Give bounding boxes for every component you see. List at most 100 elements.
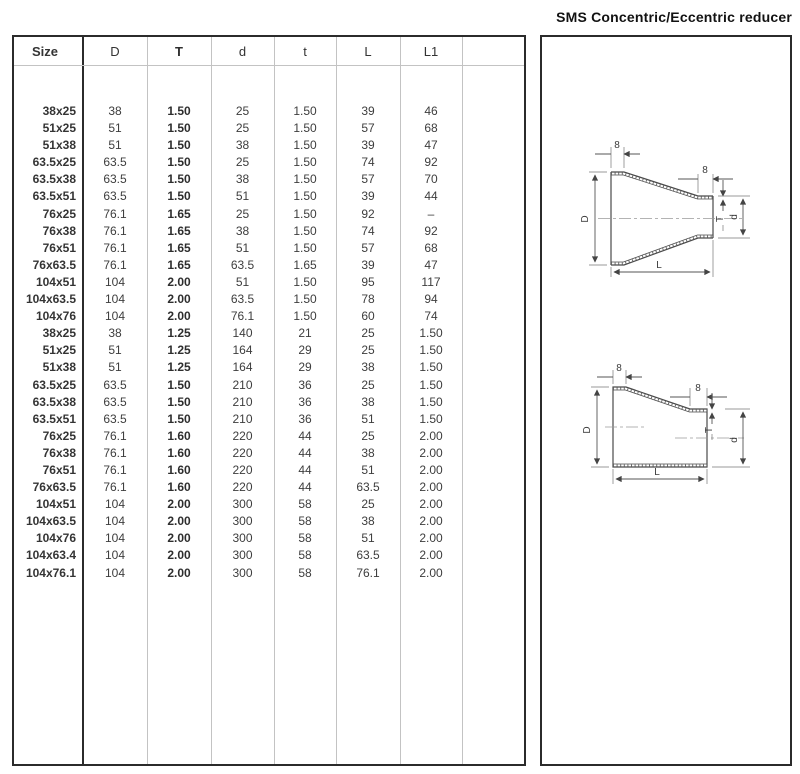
column-header: L bbox=[364, 43, 372, 59]
wall-hatching bbox=[613, 387, 707, 412]
table-cell: 58 bbox=[298, 548, 312, 563]
dim-label-D: D bbox=[580, 215, 591, 222]
table-cell: 76x38 bbox=[42, 223, 76, 238]
table-cell: 74 bbox=[424, 309, 438, 324]
table-cell: 2.00 bbox=[419, 428, 443, 443]
column-divider bbox=[400, 37, 401, 764]
dim-label-L: L bbox=[654, 467, 660, 478]
table-cell: 44 bbox=[424, 189, 438, 204]
table-cell: 2.00 bbox=[167, 514, 191, 529]
table-cell: 63.5 bbox=[103, 394, 127, 409]
table-cell: 51 bbox=[108, 121, 122, 136]
table-cell: 76.1 bbox=[103, 462, 127, 477]
table-cell: 1.50 bbox=[167, 121, 191, 136]
table-cell: 2.00 bbox=[419, 497, 443, 512]
dim-label-8: 8 bbox=[614, 140, 620, 151]
table-cell: 164 bbox=[232, 343, 253, 358]
table-cell: 76.1 bbox=[103, 257, 127, 272]
table-body: 38x25 38 1.50 25 1.50 39 46 51x25 51 1.50 25 1.50 57… bbox=[14, 103, 524, 582]
reducer-body-outline bbox=[612, 386, 708, 468]
table-cell: 104x63.5 bbox=[25, 514, 76, 529]
table-cell: 95 bbox=[361, 274, 375, 289]
dim-label-d: d bbox=[729, 437, 740, 443]
table-cell: 38 bbox=[361, 445, 375, 460]
concentric-reducer-diagram: 8 8 D T d L bbox=[580, 140, 750, 277]
table-cell: 76x51 bbox=[42, 240, 76, 255]
column-divider bbox=[147, 37, 148, 764]
table-row: 63.5x38 63.5 1.50 38 1.50 57 70 bbox=[14, 171, 524, 188]
table-cell: 63.5x51 bbox=[32, 189, 76, 204]
table-cell: 63.5 bbox=[356, 548, 380, 563]
dim-label-8: 8 bbox=[616, 363, 622, 374]
table-cell: 1.50 bbox=[167, 155, 191, 170]
table-cell: 117 bbox=[421, 274, 441, 289]
table-cell: 104x51 bbox=[35, 274, 76, 289]
table-cell: 76.1 bbox=[230, 309, 255, 324]
table-cell: 92 bbox=[424, 223, 438, 238]
column-header: D bbox=[110, 43, 120, 59]
table-cell: 38 bbox=[361, 514, 375, 529]
table-cell: 2.00 bbox=[419, 462, 443, 477]
table-cell: 70 bbox=[424, 172, 438, 187]
table-cell: 29 bbox=[298, 360, 312, 375]
table-cell: 76x25 bbox=[42, 206, 76, 221]
table-cell: 25 bbox=[361, 428, 375, 443]
table-row: 38x25 38 1.25 140 21 25 1.50 bbox=[14, 325, 524, 342]
table-cell bbox=[462, 479, 524, 496]
table-cell: 1.50 bbox=[167, 138, 191, 153]
table-cell: 104 bbox=[104, 292, 126, 307]
table-cell: 94 bbox=[424, 292, 438, 307]
table-cell: 1.65 bbox=[167, 257, 191, 272]
dim-label-T: T bbox=[704, 427, 715, 433]
table-cell: 2.00 bbox=[419, 531, 443, 546]
table-cell: 300 bbox=[232, 514, 253, 529]
table-row: 76x25 76.1 1.60 220 44 25 2.00 bbox=[14, 428, 524, 445]
table-cell: 63.5 bbox=[230, 257, 255, 272]
table-cell: 63.5 bbox=[103, 155, 127, 170]
table-cell: 76.1 bbox=[356, 565, 380, 580]
table-cell: 76x63.5 bbox=[32, 257, 76, 272]
table-cell: 47 bbox=[424, 257, 438, 272]
table-cell: 63.5x25 bbox=[32, 377, 76, 392]
table-cell: 1.50 bbox=[293, 104, 317, 118]
table-cell: 25 bbox=[361, 377, 375, 392]
table-cell: 25 bbox=[361, 497, 375, 512]
table-cell: 1.50 bbox=[167, 377, 191, 392]
table-cell: 63.5x25 bbox=[32, 155, 76, 170]
table-row: 63.5x51 63.5 1.50 51 1.50 39 44 bbox=[14, 188, 524, 205]
table-cell: – bbox=[427, 206, 435, 221]
eccentric-reducer-diagram: 8 8 D T d L bbox=[582, 363, 750, 484]
table-cell: 38 bbox=[235, 223, 250, 238]
table-row: 76x63.5 76.1 1.60 220 44 63.5 2.00 bbox=[14, 479, 524, 496]
table-cell: 1.50 bbox=[293, 138, 317, 153]
table-cell: 76.1 bbox=[103, 223, 127, 238]
table-cell: 1.25 bbox=[167, 343, 191, 358]
table-cell: 2.00 bbox=[419, 565, 443, 580]
extension-line bbox=[610, 240, 714, 277]
table-cell: 36 bbox=[298, 394, 312, 409]
table-row: 104x76 104 2.00 76.1 1.50 60 74 bbox=[14, 308, 524, 325]
table-cell: 1.60 bbox=[167, 428, 191, 443]
column-divider bbox=[82, 37, 84, 764]
table-cell: 1.65 bbox=[293, 257, 317, 272]
table-cell: 38 bbox=[108, 326, 122, 341]
table-cell: 51 bbox=[361, 411, 375, 426]
table-cell bbox=[462, 188, 524, 205]
table-cell: 38 bbox=[361, 360, 375, 375]
column-header: t bbox=[303, 43, 307, 59]
table-cell: 76x38 bbox=[42, 445, 76, 460]
table-cell: 47 bbox=[424, 138, 438, 153]
table-cell: 1.50 bbox=[419, 377, 443, 392]
table-cell: 1.60 bbox=[167, 445, 191, 460]
table-cell: 74 bbox=[361, 155, 375, 170]
table-cell: 300 bbox=[232, 548, 253, 563]
table-cell: 58 bbox=[298, 514, 312, 529]
table-row: 104x76.1 104 2.00 300 58 76.1 2.00 bbox=[14, 565, 524, 582]
table-cell bbox=[462, 547, 524, 564]
table-cell: 39 bbox=[361, 189, 375, 204]
table-cell bbox=[462, 137, 524, 154]
table-cell: 1.25 bbox=[167, 360, 191, 375]
table-cell: 44 bbox=[298, 428, 312, 443]
drawing-panel: 8 8 D T d L bbox=[540, 35, 792, 766]
table-cell: 21 bbox=[298, 326, 312, 341]
